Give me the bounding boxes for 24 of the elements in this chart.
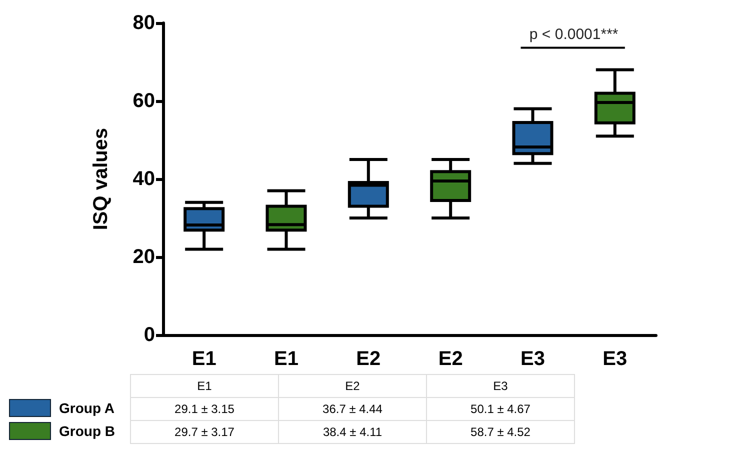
legend-label: Group B [58,422,115,440]
x-tick-label: E3 [602,348,628,370]
text: E3 [426,374,574,398]
text: 29.7 ± 3.17 [130,420,278,444]
x-tick-label: E1 [192,348,216,370]
text: 58.7 ± 4.52 [426,420,574,444]
text: 50.1 ± 4.67 [426,398,574,420]
y-tick-label: 0 [144,324,155,346]
x-tick-label: E3 [520,348,545,370]
text: 36.7 ± 4.44 [278,398,426,420]
y-tick-label: 40 [132,168,155,190]
x-tick-label: E1 [274,348,298,370]
annotation: p < 0.0001*** [529,26,618,43]
y-tick-label: 60 [132,90,155,112]
text: E2 [278,374,426,398]
text: 38.4 ± 4.11 [278,420,426,444]
y-tick-label: 20 [132,246,155,268]
y-axis-title: ISQ values [90,128,112,230]
text: 29.1 ± 3.15 [130,398,278,420]
text: E1 [130,374,278,398]
legend-label: Group A [58,398,114,416]
y-tick-label: 80 [132,12,155,34]
x-tick-label: E2 [356,348,381,370]
x-tick-label: E2 [438,348,463,370]
